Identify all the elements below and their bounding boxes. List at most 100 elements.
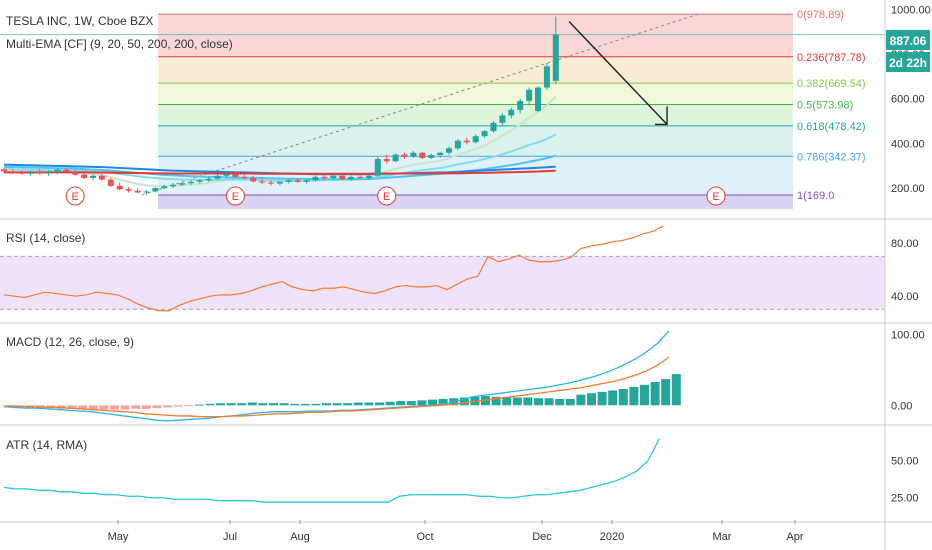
macd-label: MACD (12, 26, close, 9)	[6, 335, 134, 349]
candle-body	[276, 181, 283, 184]
candle-body	[36, 171, 43, 174]
candle-body	[90, 175, 96, 179]
fib-level-label: 0.618(478.42)	[797, 121, 866, 133]
candle-body	[250, 178, 257, 182]
macd-histogram-bar	[650, 381, 660, 406]
forecast-arrow-head	[655, 106, 668, 126]
candle-body	[508, 109, 515, 116]
fib-level-label: 1(169.0	[797, 190, 834, 202]
macd-histogram-bar	[565, 398, 575, 406]
macd-histogram-bar	[438, 398, 448, 406]
candle-body	[410, 152, 417, 157]
candle-body	[223, 174, 230, 176]
macd-histogram-bar	[555, 398, 565, 406]
macd-histogram-bar	[661, 379, 671, 406]
macd-histogram-bar	[300, 403, 310, 406]
macd-histogram-bar	[205, 403, 215, 406]
earnings-marker-label: E	[383, 191, 390, 203]
x-tick-label: Jul	[223, 531, 237, 543]
fib-level-label: 0.5(573.98)	[797, 100, 853, 112]
macd-histogram-bar	[279, 403, 289, 406]
macd-histogram-bar	[587, 393, 596, 406]
fib-zone-bottom	[158, 195, 793, 209]
fib-level-label: 0.236(787.78)	[797, 52, 866, 64]
candle-body	[143, 191, 150, 193]
candle-body	[107, 179, 114, 186]
macd-line	[3, 330, 670, 422]
macd-histogram-bar	[226, 403, 236, 406]
forecast-arrow	[568, 21, 668, 125]
price-pane[interactable]: 0(978.89) 0.236(787.78) 0.382(669.54) 0.5(5…	[0, 9, 885, 209]
macd-histogram-bar	[597, 391, 607, 406]
candle-body	[535, 87, 541, 111]
macd-histogram-bar	[247, 402, 257, 406]
macd-histogram-bar	[502, 396, 512, 406]
price-tick-label: 200.00	[891, 183, 925, 195]
x-tick-label: Mar	[713, 531, 732, 543]
x-tick-label: Dec	[532, 531, 552, 543]
macd-histogram-bar	[110, 405, 119, 410]
macd-histogram-bar	[141, 405, 151, 409]
fib-level-label: 0.382(669.54)	[797, 78, 866, 90]
macd-histogram-bar	[534, 398, 543, 406]
price-tick-label: 600.00	[891, 94, 925, 106]
x-tick-label: 2020	[600, 531, 624, 543]
earnings-marker-circle	[377, 186, 397, 206]
macd-histogram-bar	[258, 403, 268, 406]
macd-histogram-bar	[120, 405, 130, 410]
macd-histogram-bar	[78, 405, 88, 409]
macd-histogram-bar	[184, 405, 194, 407]
macd-histogram-bar	[491, 396, 501, 406]
macd-histogram-bar	[364, 402, 374, 406]
atr-pane[interactable]	[3, 438, 660, 503]
price-badge-bg	[886, 30, 930, 50]
macd-histogram-bar	[608, 390, 618, 406]
candle-body	[517, 100, 524, 110]
candle-body	[330, 175, 337, 179]
macd-histogram-bar	[237, 403, 247, 406]
macd-histogram-bar	[671, 374, 681, 406]
earnings-marker-circle	[225, 186, 245, 206]
macd-histogram-bar	[428, 399, 437, 406]
candle-body	[134, 190, 141, 193]
x-tick-label: May	[108, 531, 129, 543]
macd-histogram-bar	[629, 386, 639, 406]
candle-body	[383, 159, 390, 162]
candle-body	[9, 171, 16, 173]
candle-body	[365, 175, 372, 179]
rsi-band	[0, 256, 885, 310]
macd-histogram-bar	[353, 402, 363, 406]
macd-histogram-bar	[67, 405, 77, 409]
rsi-tick-label: 40.00	[891, 291, 919, 303]
candle-body	[1, 169, 7, 172]
candle-body	[45, 172, 52, 174]
macd-histogram-bar	[152, 405, 162, 409]
candle-body	[241, 176, 248, 179]
candle-body	[214, 175, 221, 179]
candle-body	[152, 188, 159, 192]
macd-histogram-bar	[88, 405, 98, 410]
candle-body	[303, 180, 310, 182]
candle-body	[472, 136, 479, 143]
macd-histogram-bar	[322, 403, 331, 406]
earnings-marker: E	[377, 186, 397, 206]
rsi-pane[interactable]	[0, 225, 885, 312]
price-tick-label: 1000.00	[891, 4, 931, 16]
candle-body	[446, 148, 452, 153]
candle-body	[454, 140, 461, 149]
fib-zone	[158, 156, 793, 195]
candle-body	[401, 154, 408, 157]
candle-body	[481, 131, 488, 137]
rsi-label: RSI (14, close)	[6, 231, 85, 245]
candle-body	[437, 152, 444, 156]
price-tick-label: 400.00	[891, 138, 925, 150]
macd-histogram-bar	[523, 397, 533, 406]
price-badge: 887.06 2d 22h	[886, 30, 930, 72]
candle-body	[63, 169, 70, 172]
symbol-title: TESLA INC, 1W, Cboe BZX	[6, 14, 153, 28]
macd-pane[interactable]	[3, 330, 681, 422]
candle-body	[268, 182, 274, 184]
rsi-tick-label: 80.00	[891, 238, 919, 250]
candle-body	[179, 183, 185, 185]
